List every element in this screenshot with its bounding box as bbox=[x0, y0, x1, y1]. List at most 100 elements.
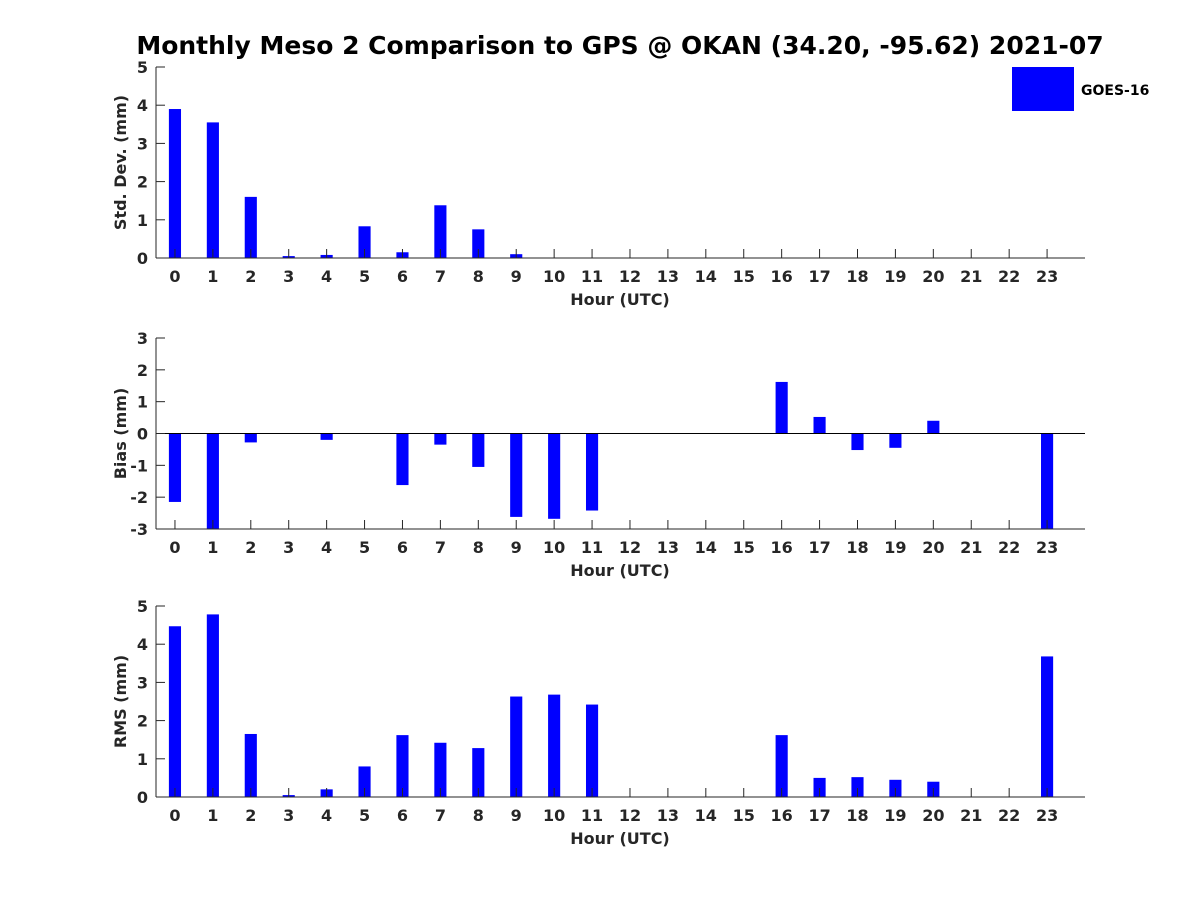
bias-xtick-label: 5 bbox=[359, 538, 370, 557]
std-dev-xtick-label: 4 bbox=[321, 267, 332, 286]
std-dev-xtick-label: 17 bbox=[808, 267, 830, 286]
std-dev-xtick-label: 22 bbox=[998, 267, 1020, 286]
std-dev-xtick-label: 9 bbox=[511, 267, 522, 286]
std-dev-xtick-label: 2 bbox=[245, 267, 256, 286]
bias-xtick-label: 10 bbox=[543, 538, 565, 557]
bias-bar-hour-0 bbox=[168, 433, 182, 502]
rms-xtick-label: 10 bbox=[543, 806, 565, 825]
std-dev-ytick-label: 5 bbox=[137, 58, 148, 77]
bias-xtick-label: 20 bbox=[922, 538, 944, 557]
std-dev-yaxis-label: Std. Dev. (mm) bbox=[111, 95, 130, 230]
rms-bar-hour-9 bbox=[510, 696, 523, 797]
bias-xtick-label: 11 bbox=[581, 538, 603, 557]
rms-bar-hour-8 bbox=[472, 748, 485, 797]
rms-xtick-label: 23 bbox=[1036, 806, 1058, 825]
std-dev-xtick-label: 8 bbox=[473, 267, 484, 286]
bias-xtick-label: 9 bbox=[511, 538, 522, 557]
legend-label: GOES-16 bbox=[1081, 83, 1149, 99]
chart-title: Monthly Meso 2 Comparison to GPS @ OKAN … bbox=[136, 31, 1103, 60]
std-dev-xtick-label: 18 bbox=[846, 267, 868, 286]
rms-bar-hour-11 bbox=[585, 704, 599, 797]
std-dev-xtick-label: 23 bbox=[1036, 267, 1058, 286]
bias-xtick-label: 21 bbox=[960, 538, 982, 557]
rms-bar-hour-23 bbox=[1041, 656, 1054, 797]
rms-xtick-label: 15 bbox=[733, 806, 755, 825]
std-dev-xtick-label: 15 bbox=[733, 267, 755, 286]
std-dev-ytick-label: 3 bbox=[137, 134, 148, 153]
bias-bar-hour-11 bbox=[585, 433, 599, 511]
bias-xtick-label: 23 bbox=[1036, 538, 1058, 557]
rms-ytick-label: 5 bbox=[137, 597, 148, 616]
rms-xtick-label: 11 bbox=[581, 806, 603, 825]
rms-xtick-label: 21 bbox=[960, 806, 982, 825]
rms-ytick-label: 3 bbox=[137, 673, 148, 692]
bias-ytick-label: 3 bbox=[137, 329, 148, 348]
std-dev-xtick-label: 19 bbox=[884, 267, 906, 286]
rms-xtick-label: 20 bbox=[922, 806, 944, 825]
rms-xtick-label: 8 bbox=[473, 806, 484, 825]
bias-bar-hour-23 bbox=[1041, 433, 1054, 529]
legend: GOES-16 bbox=[1012, 67, 1149, 111]
std-dev-xtick-label: 16 bbox=[771, 267, 793, 286]
std-dev-bar-hour-1 bbox=[206, 122, 219, 258]
std-dev-xtick-label: 1 bbox=[207, 267, 218, 286]
rms-bar-hour-17 bbox=[813, 777, 826, 797]
bias-bar-hour-9 bbox=[510, 433, 523, 517]
rms-xtick-label: 4 bbox=[321, 806, 332, 825]
rms-xtick-label: 19 bbox=[884, 806, 906, 825]
bias-ytick-label: 2 bbox=[137, 361, 148, 380]
std-dev-xtick-label: 10 bbox=[543, 267, 565, 286]
rms-xtick-label: 14 bbox=[695, 806, 717, 825]
bias-xtick-label: 6 bbox=[397, 538, 408, 557]
bias-bar-hour-18 bbox=[851, 433, 864, 451]
std-dev-bar-hour-0 bbox=[168, 109, 182, 259]
rms-xtick-label: 0 bbox=[169, 806, 180, 825]
bias-xtick-label: 18 bbox=[846, 538, 868, 557]
bias-bar-hour-16 bbox=[775, 381, 788, 434]
rms-bar-hour-6 bbox=[396, 735, 409, 797]
bias-bar-hour-4 bbox=[320, 433, 333, 440]
bias-xtick-label: 0 bbox=[169, 538, 180, 557]
bias-bar-hour-6 bbox=[396, 433, 409, 486]
std-dev-ytick-label: 0 bbox=[137, 249, 148, 268]
rms-xtick-label: 22 bbox=[998, 806, 1020, 825]
rms-bar-hour-5 bbox=[358, 766, 371, 797]
bias-bar-hour-7 bbox=[434, 433, 447, 445]
std-dev-bar-hour-5 bbox=[358, 226, 371, 258]
rms-xtick-label: 9 bbox=[511, 806, 522, 825]
bias-ytick-label: 0 bbox=[137, 425, 148, 444]
bias-bar-hour-8 bbox=[472, 433, 485, 467]
bias-xtick-label: 1 bbox=[207, 538, 218, 557]
std-dev-ytick-label: 2 bbox=[137, 173, 148, 192]
rms-xtick-label: 18 bbox=[846, 806, 868, 825]
bias-xtick-label: 12 bbox=[619, 538, 641, 557]
std-dev-xtick-label: 21 bbox=[960, 267, 982, 286]
rms-xtick-label: 7 bbox=[435, 806, 446, 825]
rms-xtick-label: 12 bbox=[619, 806, 641, 825]
rms-bar-hour-18 bbox=[851, 777, 864, 797]
legend-swatch bbox=[1012, 67, 1074, 111]
rms-xtick-label: 13 bbox=[657, 806, 679, 825]
rms-yaxis-label: RMS (mm) bbox=[111, 655, 130, 748]
std-dev-xtick-label: 5 bbox=[359, 267, 370, 286]
std-dev-xtick-label: 20 bbox=[922, 267, 944, 286]
bias-xtick-label: 17 bbox=[808, 538, 830, 557]
rms-bar-hour-1 bbox=[206, 614, 219, 797]
std-dev-bar-hour-7 bbox=[434, 205, 447, 258]
std-dev-xtick-label: 3 bbox=[283, 267, 294, 286]
bias-xtick-label: 14 bbox=[695, 538, 717, 557]
bias-bar-hour-2 bbox=[244, 433, 257, 443]
bias-bar-hour-1 bbox=[206, 433, 219, 529]
rms-xtick-label: 16 bbox=[771, 806, 793, 825]
rms-xtick-label: 3 bbox=[283, 806, 294, 825]
rms-ytick-label: 4 bbox=[137, 635, 148, 654]
bias-ytick-label: -2 bbox=[130, 488, 148, 507]
bias-bar-hour-19 bbox=[889, 433, 902, 448]
bias-xtick-label: 15 bbox=[733, 538, 755, 557]
rms-bar-hour-7 bbox=[434, 742, 447, 797]
bias-xtick-label: 19 bbox=[884, 538, 906, 557]
